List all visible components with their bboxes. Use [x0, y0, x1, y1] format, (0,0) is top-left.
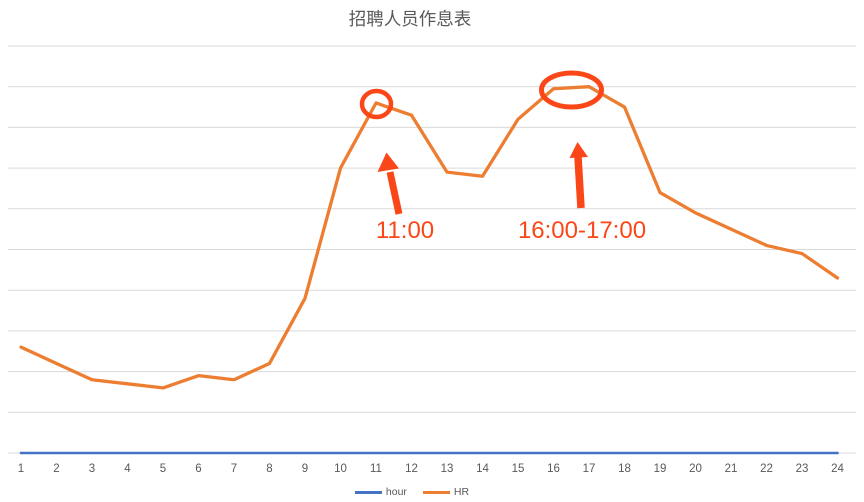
arrow-head-16-17	[569, 142, 588, 158]
arrow-head-11	[377, 152, 399, 172]
annotation-label-16-17: 16:00-17:00	[518, 217, 646, 244]
x-tick-label: 15	[512, 463, 525, 475]
x-tick-label: 1	[18, 463, 24, 475]
x-tick-label: 16	[547, 463, 560, 475]
annotation-label-11: 11:00	[376, 217, 434, 244]
arrow-shaft-16-17	[574, 156, 585, 209]
x-axis-labels: 1 2 3 4 5 6 7 8 9 10 11 12 13 14 15 16 17 18 19 20 21 22 23 24	[18, 463, 845, 475]
x-tick-label: 21	[725, 463, 738, 475]
annotation-group-plateau-16-17: 16:00-17:00	[518, 70, 646, 244]
arrow-shaft-11	[386, 171, 403, 215]
x-tick-label: 18	[618, 463, 631, 475]
gridlines	[8, 45, 856, 454]
legend: hour HR	[0, 484, 824, 500]
x-tick-label: 10	[334, 463, 347, 475]
series-lines	[19, 85, 840, 455]
peak-circle-annotation	[359, 88, 394, 120]
x-tick-label: 7	[231, 463, 237, 475]
x-tick-label: 23	[796, 463, 809, 475]
x-tick-label: 9	[302, 463, 308, 475]
legend-item-hr: HR	[422, 486, 470, 498]
chart-title: 招聘人员作息表	[349, 9, 472, 29]
x-tick-label: 13	[441, 463, 454, 475]
legend-label-hr: HR	[453, 486, 470, 498]
x-tick-label: 3	[89, 463, 95, 475]
x-tick-label: 11	[370, 463, 382, 475]
x-tick-label: 4	[124, 463, 131, 475]
legend-item-hour: hour	[354, 486, 407, 498]
x-tick-label: 14	[476, 463, 489, 475]
x-tick-label: 5	[160, 463, 166, 475]
legend-label-hour: hour	[385, 486, 407, 498]
x-tick-label: 2	[53, 463, 59, 475]
x-tick-label: 20	[689, 463, 702, 475]
x-tick-label: 19	[654, 463, 667, 475]
x-tick-label: 6	[195, 463, 201, 475]
legend-swatch-hr	[422, 490, 450, 494]
x-tick-label: 12	[405, 463, 418, 475]
x-tick-label: 22	[760, 463, 773, 475]
annotation-group-peak-11: 11:00	[359, 88, 434, 244]
plateau-ellipse-annotation	[539, 70, 604, 110]
x-tick-label: 24	[831, 463, 844, 475]
x-tick-label: 8	[266, 463, 272, 475]
series-line-HR	[19, 85, 840, 390]
legend-swatch-hour	[354, 490, 382, 494]
x-tick-label: 17	[583, 463, 596, 475]
